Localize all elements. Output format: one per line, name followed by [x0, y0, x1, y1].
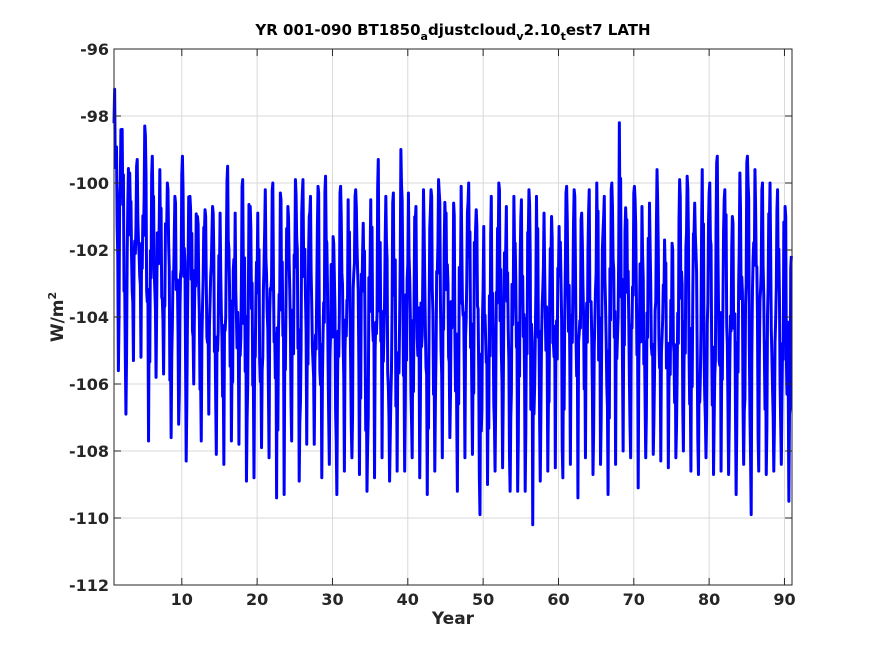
x-tick-label: 50: [472, 590, 494, 609]
x-tick-label: 10: [171, 590, 193, 609]
y-axis-label: W/m2: [46, 292, 68, 342]
y-tick-label: -104: [69, 308, 109, 327]
y-tick-label: -100: [69, 174, 109, 193]
tick-marks: [114, 48, 792, 586]
x-tick-label: 70: [623, 590, 645, 609]
x-tick-label: 40: [397, 590, 419, 609]
series-line: [112, 87, 793, 527]
y-tick-label: -112: [69, 576, 109, 595]
y-tick-label: -108: [69, 442, 109, 461]
chart-title: YR 001-090 BT1850adjustcloudv2.10test7 L…: [254, 21, 650, 43]
x-tick-label: 60: [547, 590, 569, 609]
x-tick-label: 90: [773, 590, 795, 609]
y-tick-labels: -112 -110 -108 -106 -104 -102 -100 -98 -96: [69, 40, 109, 595]
x-tick-labels: 10 20 30 40 50 60 70 80 90: [171, 590, 796, 609]
x-tick-label: 30: [321, 590, 343, 609]
y-tick-label: -110: [69, 509, 109, 528]
x-tick-label: 80: [698, 590, 720, 609]
x-axis-label: Year: [431, 609, 475, 629]
series-layer: [112, 87, 793, 527]
y-tick-label: -106: [69, 375, 109, 394]
y-tick-label: -102: [69, 241, 109, 260]
y-tick-label: -96: [80, 40, 109, 59]
x-tick-label: 20: [246, 590, 268, 609]
y-tick-label: -98: [80, 107, 109, 126]
